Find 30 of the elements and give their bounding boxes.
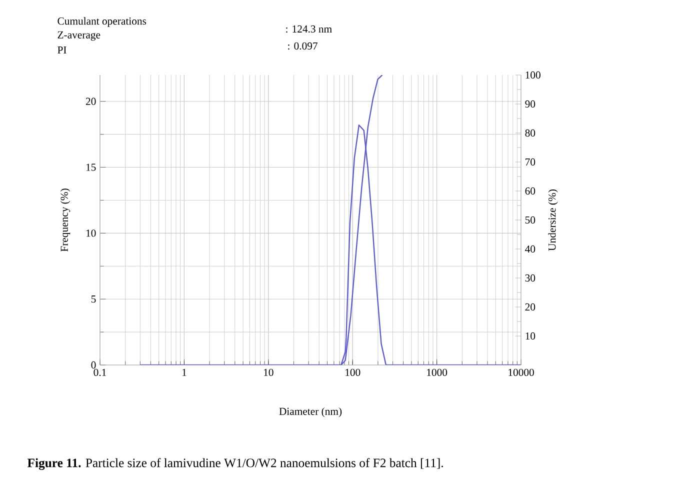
y2-tick-label: 60: [525, 187, 536, 195]
y-tick-label: 10: [86, 230, 96, 237]
y-tick-label: 0: [91, 361, 96, 369]
y2-tick-label: 40: [525, 245, 536, 253]
y2-tick-label: 100: [526, 71, 540, 79]
x-tick-label: 10000: [508, 368, 534, 376]
text: : 0.097: [288, 42, 318, 50]
y-axis-title: Frequency (%): [60, 188, 70, 252]
text: PI: [58, 46, 66, 54]
text: Figure 11. Particle size of lamivudine W1/O/W2 nanoemulsions of F2 batch [11].: [27, 458, 443, 470]
x-axis-title: Diameter (nm): [279, 407, 342, 418]
text: : 124.3 nm: [286, 25, 332, 33]
y2-tick-label: 20: [525, 303, 536, 311]
x-tick-label: 0.1: [94, 368, 106, 376]
y-tick-label: 5: [91, 296, 96, 303]
x-tick-label: 1000: [427, 368, 448, 376]
y2-tick-label: 30: [525, 274, 536, 282]
y2-axis-title: Undersize (%): [548, 190, 558, 251]
x-tick-label: 1: [182, 368, 186, 376]
y-tick-label: 15: [86, 164, 96, 171]
x-tick-label: 10: [264, 368, 274, 376]
y2-tick-label: 10: [526, 332, 536, 340]
text: Z-average: [58, 31, 100, 41]
x-tick-label: 100: [346, 368, 360, 376]
y2-tick-label: 90: [525, 100, 536, 108]
y-tick-label: 20: [86, 98, 96, 105]
y2-tick-label: 80: [525, 129, 536, 137]
text: Cumulant operations: [58, 17, 146, 27]
y2-tick-label: 50: [525, 216, 536, 224]
y2-tick-label: 70: [526, 158, 536, 166]
